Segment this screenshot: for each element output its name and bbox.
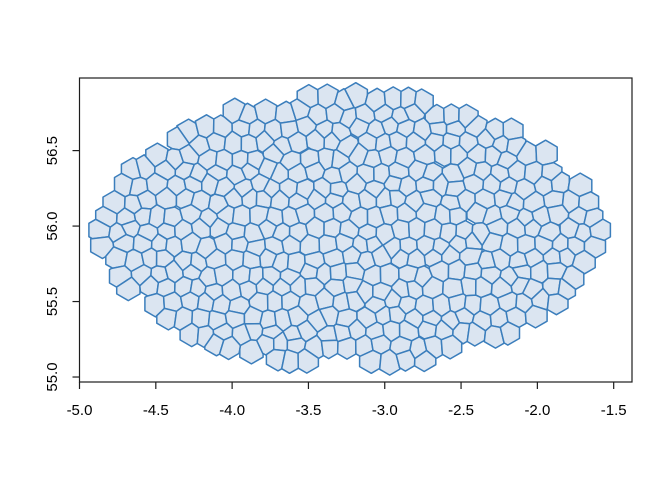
x-tick-label: -2.5 — [448, 402, 474, 419]
x-tick-label: -2.0 — [524, 402, 550, 419]
x-tick-label: -4.0 — [219, 402, 245, 419]
voronoi-cell — [297, 348, 320, 374]
y-tick-label: 55.5 — [44, 287, 61, 316]
voronoi-cell — [561, 264, 585, 291]
y-tick-label: 56.0 — [44, 211, 61, 240]
voronoi-cell — [115, 276, 141, 302]
x-tick-label: -3.5 — [296, 402, 322, 419]
voronoi-cell — [239, 339, 264, 365]
plot-box — [78, 77, 633, 383]
voronoi-cell — [440, 334, 463, 360]
voronoi-cell — [460, 276, 477, 297]
voronoi-cell — [108, 265, 133, 288]
voronoi-cell — [466, 201, 489, 225]
x-tick-label: -1.5 — [601, 402, 627, 419]
voronoi-cell — [413, 349, 437, 373]
y-axis: 55.0 55.5 56.0 56.5 — [44, 136, 80, 392]
voronoi-cell — [524, 304, 548, 329]
y-tick-label: 55.0 — [44, 362, 61, 391]
x-axis: -5.0 -4.5 -4.0 -3.5 -3.0 -2.5 -2.0 -1.5 — [67, 382, 627, 419]
voronoi-cell — [329, 262, 348, 282]
voronoi-cell — [390, 218, 411, 241]
voronoi-cell — [280, 348, 300, 375]
tessellation-layer — [88, 81, 612, 376]
voronoi-cell — [499, 321, 521, 346]
x-tick-label: -3.0 — [372, 402, 398, 419]
voronoi-cell — [395, 349, 416, 372]
voronoi-cell — [336, 336, 357, 360]
x-tick-label: -5.0 — [67, 402, 93, 419]
x-tick-label: -4.5 — [143, 402, 169, 419]
y-tick-label: 56.5 — [44, 136, 61, 165]
